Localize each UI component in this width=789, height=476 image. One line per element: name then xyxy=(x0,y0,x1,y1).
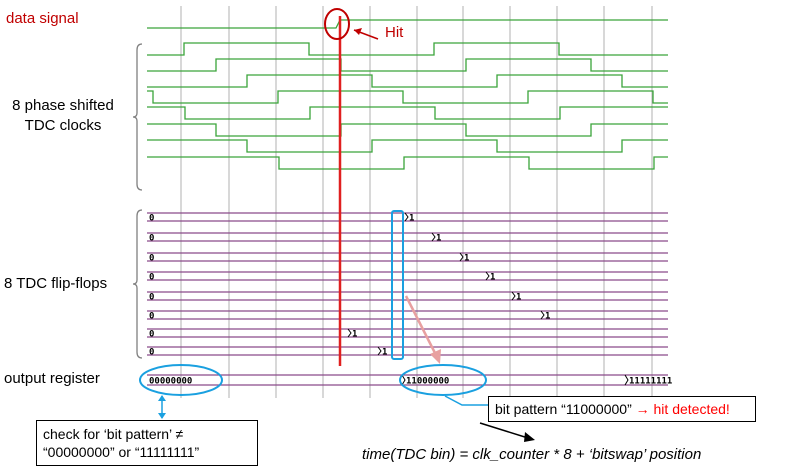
ff-initial-value-2: 0 xyxy=(149,254,154,264)
ff-transition-3 xyxy=(485,271,490,281)
ff-initial-value-1: 0 xyxy=(149,234,154,244)
clock-wave-1 xyxy=(147,58,668,72)
ff-transition-value-2: 1 xyxy=(464,254,469,264)
ff-transition-value-5: 1 xyxy=(545,312,550,322)
formula-arrow-shaft xyxy=(479,422,529,439)
data-signal-line xyxy=(147,19,668,29)
flipflops-label: 8 TDC flip-flops xyxy=(4,275,108,292)
check-arrow-head-up xyxy=(158,395,166,401)
flipflops-brace xyxy=(132,209,143,359)
ff-transition-7 xyxy=(377,346,382,356)
initial-register-ellipse xyxy=(139,364,223,396)
clock-wave-0 xyxy=(147,42,668,56)
check-line1: check for ‘bit pattern’ ≠ xyxy=(43,426,184,442)
hit-register-ellipse xyxy=(399,364,487,396)
ff-transition-value-1: 1 xyxy=(436,234,441,244)
tdc-clocks-label-line1: 8 phase shifted xyxy=(12,97,114,114)
ff-transition-value-0: 1 xyxy=(409,214,414,224)
hit-label: Hit xyxy=(385,24,404,41)
ff-transition-5 xyxy=(540,310,545,320)
ff-initial-value-0: 0 xyxy=(149,214,154,224)
outreg-value-0: 00000000 xyxy=(149,377,192,387)
ff-transition-0 xyxy=(404,212,409,222)
formula: time(TDC bin) = clk_counter * 8 + ‘bitsw… xyxy=(362,446,702,463)
clocks-brace xyxy=(132,43,143,191)
data-signal-waveform xyxy=(147,19,668,29)
tdc-clocks-label-line2: TDC clocks xyxy=(24,117,102,134)
output-register-label: output register xyxy=(4,370,100,387)
arrow-glyph: → xyxy=(635,401,650,417)
output-register-waveform: 00000000 11000000 11111111 xyxy=(147,374,672,387)
outreg-value-2: 11111111 xyxy=(629,377,672,387)
check-arrow-head-down xyxy=(158,413,166,419)
check-callout: check for ‘bit pattern’ ≠ “00000000” or … xyxy=(36,420,258,466)
hit-circle xyxy=(324,8,350,40)
bit-pattern-callout: bit pattern “11000000” → hit detected! xyxy=(488,396,756,422)
data-signal-label: data signal xyxy=(6,10,79,27)
flipflop-waveforms: 0 1 0 1 0 1 0 1 0 1 0 1 0 1 0 1 xyxy=(147,212,668,358)
ff-transition-6 xyxy=(347,328,352,338)
tdc-clock-waveforms xyxy=(147,42,668,170)
ff-transition-4 xyxy=(511,291,516,301)
annotation-overlay xyxy=(139,8,535,442)
ff-transition-2 xyxy=(459,252,464,262)
ff-transition-value-6: 1 xyxy=(352,330,357,340)
clock-wave-4 xyxy=(147,106,668,120)
outreg-transition-1 xyxy=(401,374,406,386)
ff-initial-value-7: 0 xyxy=(149,348,154,358)
bitswap-arrow-head xyxy=(430,349,441,364)
formula-arrow-head xyxy=(524,432,535,442)
clock-wave-2 xyxy=(147,74,668,88)
bitswap-arrow-shaft xyxy=(404,295,438,356)
clock-wave-5 xyxy=(147,123,668,137)
ff-initial-value-3: 0 xyxy=(149,273,154,283)
outreg-transition-2 xyxy=(624,374,629,386)
ff-transition-1 xyxy=(431,232,436,242)
ff-initial-value-5: 0 xyxy=(149,312,154,322)
clock-wave-3 xyxy=(147,90,668,104)
hit-arrow-head xyxy=(354,28,362,35)
clock-wave-6 xyxy=(147,139,668,153)
hit-detected-text: hit detected! xyxy=(649,401,730,417)
ff-transition-value-3: 1 xyxy=(490,273,495,283)
ff-initial-value-4: 0 xyxy=(149,293,154,303)
check-line2: “00000000” or “11111111” xyxy=(43,444,200,460)
outreg-value-1: 11000000 xyxy=(406,377,449,387)
bit-pattern-connector xyxy=(444,395,489,406)
ff-transition-value-7: 1 xyxy=(382,348,387,358)
ff-transition-value-4: 1 xyxy=(516,293,521,303)
ff-initial-value-6: 0 xyxy=(149,330,154,340)
bit-pattern-text: bit pattern “11000000” xyxy=(495,401,636,417)
clock-wave-7 xyxy=(147,156,668,170)
bitswap-highlight-box xyxy=(391,210,404,360)
